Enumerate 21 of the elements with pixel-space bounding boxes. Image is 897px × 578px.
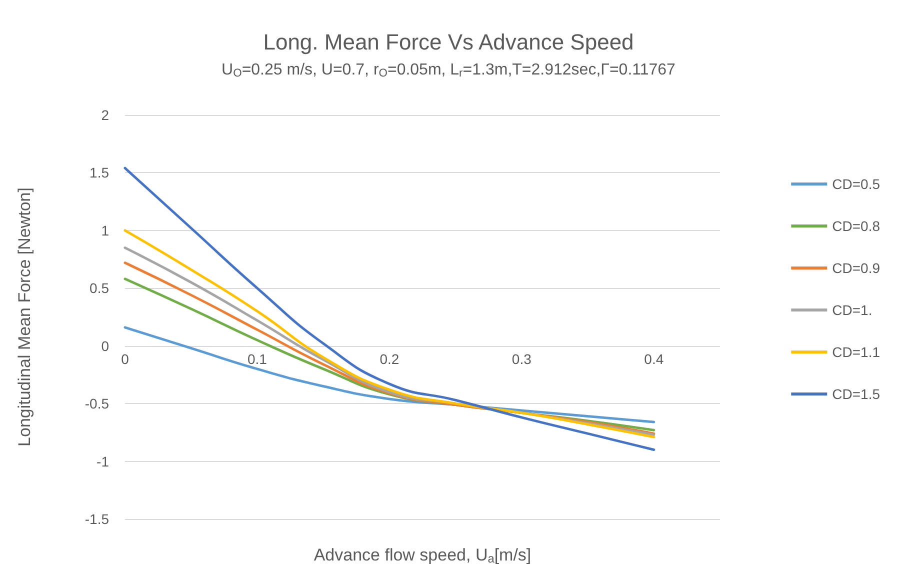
y-tick-label: -0.5 [84, 396, 110, 412]
x-tick-label: 0.3 [512, 351, 532, 367]
y-tick-label: 0 [101, 338, 110, 354]
legend-label: CD=0.5 [832, 176, 880, 192]
chart-title: Long. Mean Force Vs Advance Speed [263, 30, 634, 54]
legend-label: CD=0.9 [832, 260, 880, 276]
legend-label: CD=1.1 [832, 344, 880, 360]
x-tick-label: 0.1 [247, 351, 268, 367]
y-tick-label: 0.5 [90, 280, 110, 296]
x-tick-label: 0.4 [644, 351, 664, 367]
y-tick-label: 1.5 [90, 164, 110, 181]
y-tick-label: -1 [96, 453, 110, 470]
legend-label: CD=0.8 [832, 218, 880, 234]
y-tick-label: 1 [101, 222, 110, 238]
legend-label: CD=1. [832, 302, 872, 318]
x-tick-label: 0.2 [380, 351, 400, 367]
y-axis-title: Longitudinal Mean Force [Newton] [15, 188, 34, 446]
legend-label: CD=1.5 [832, 386, 880, 402]
y-tick-label: 2 [101, 107, 110, 123]
x-tick-label: 0 [121, 351, 130, 367]
y-tick-label: -1.5 [84, 511, 110, 527]
